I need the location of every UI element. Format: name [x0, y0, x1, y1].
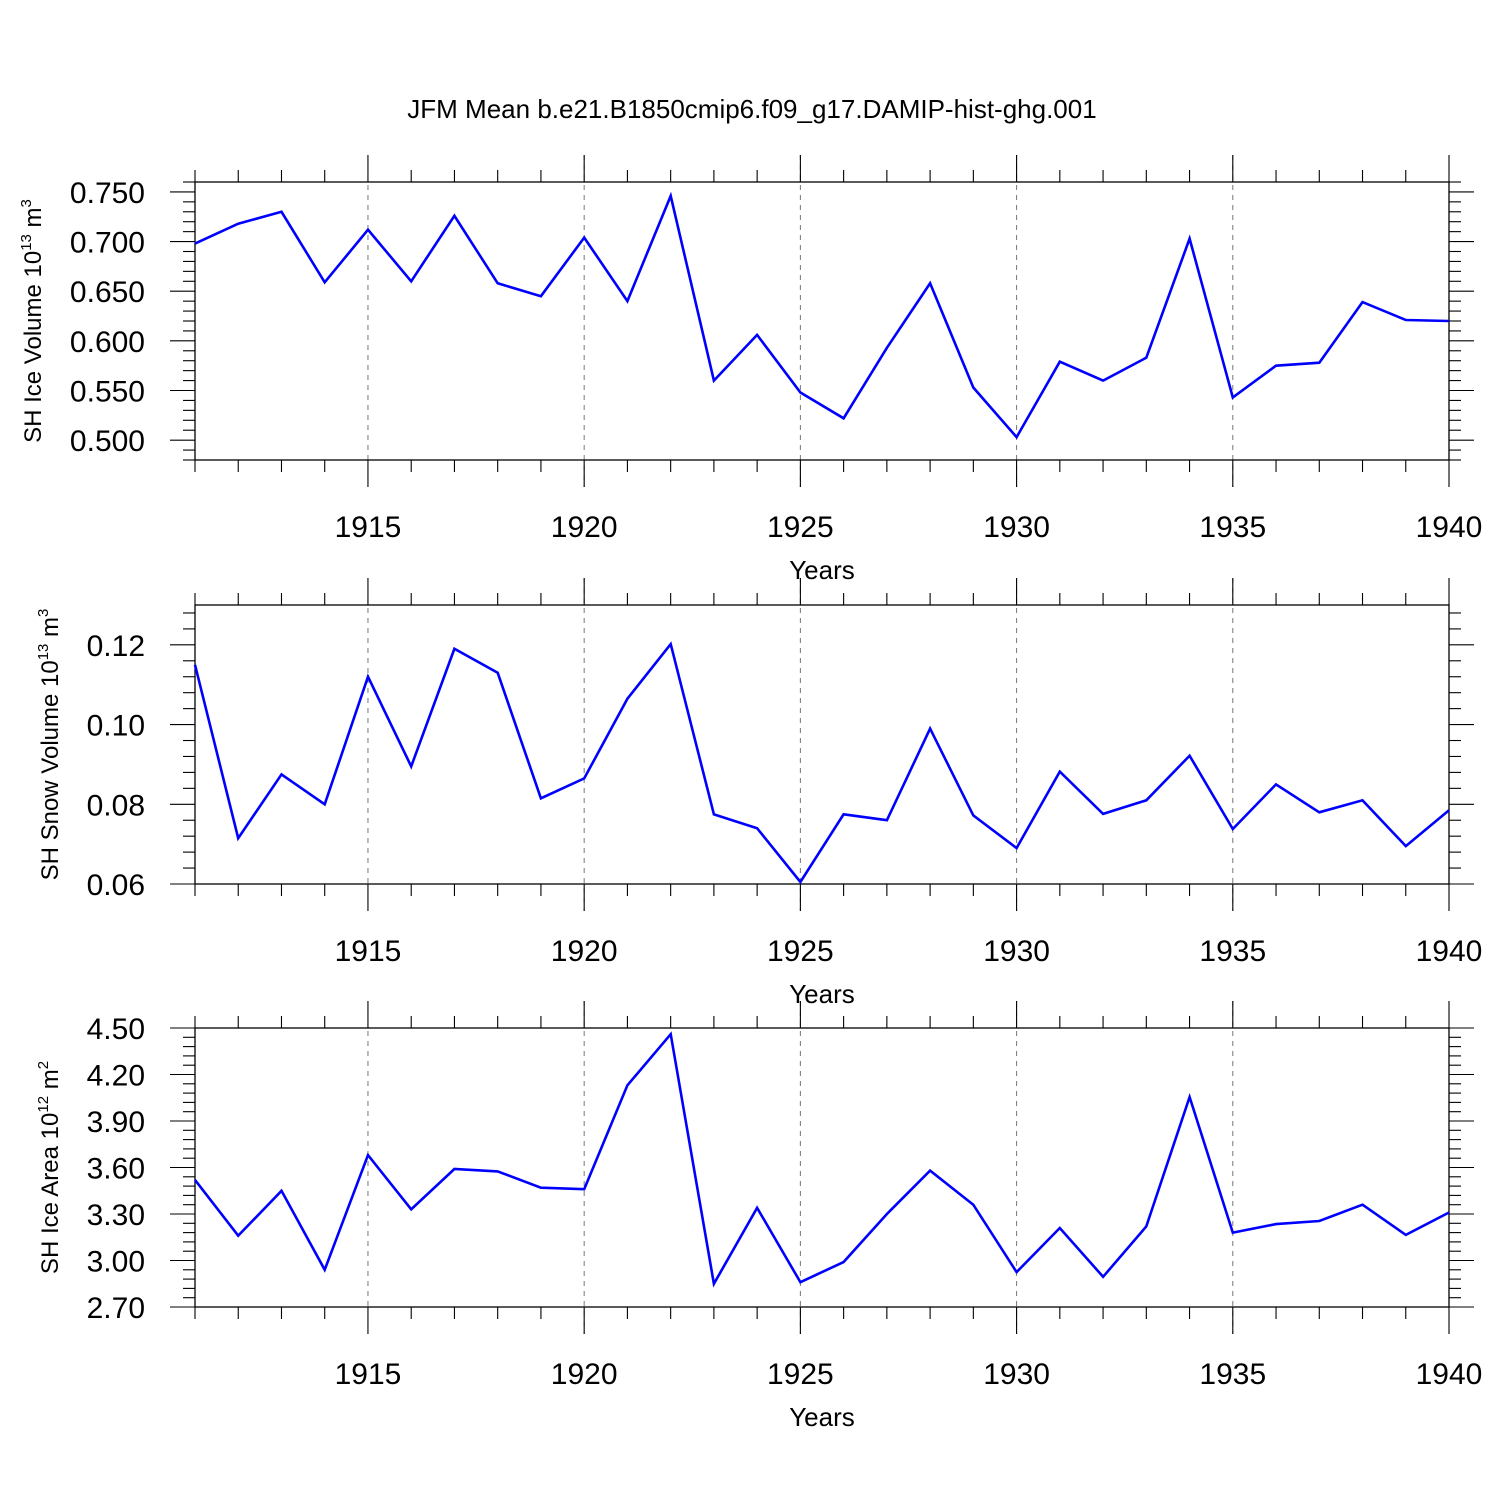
ice-volume-ytick-label: 0.500: [70, 425, 145, 458]
ice-area-y-axis-label: SH Ice Area 1012 m2: [35, 1061, 64, 1274]
ice-area-ytick-label: 2.70: [87, 1292, 145, 1325]
ice-volume-ytick-label: 0.650: [70, 276, 145, 309]
snow-volume-y-axis-label: SH Snow Volume 1013 m3: [35, 609, 64, 881]
ice-area-x-axis-label: Years: [789, 1402, 855, 1432]
ice-volume-ytick-label: 0.550: [70, 376, 145, 409]
snow-volume-series-line: [193, 641, 1450, 885]
ice-volume-xtick-label: 1915: [335, 511, 402, 544]
ice-volume-xtick-label: 1930: [983, 511, 1050, 544]
ice-volume-series-line: [194, 191, 1450, 440]
ice-area-xtick-label: 1920: [551, 1358, 618, 1391]
snow-volume-xtick-label: 1925: [767, 935, 834, 968]
ice-area-ytick-label: 3.90: [87, 1106, 145, 1139]
ice-area-xtick-label: 1915: [335, 1358, 402, 1391]
ice-volume-xtick-label: 1925: [767, 511, 834, 544]
snow-volume-ytick-label: 0.06: [87, 869, 145, 902]
ice-area-xtick-label: 1940: [1416, 1358, 1483, 1391]
ice-area-ytick-label: 3.00: [87, 1246, 145, 1279]
ice-area-plot-frame: [194, 1027, 1450, 1308]
ice-volume-ytick-label: 0.600: [70, 326, 145, 359]
ice-volume-ytick-label: 0.750: [70, 177, 145, 210]
panel-ice-area: 2.70 3.00 3.30 3.60 3.90 4.20 4.50 1915 1920 1925…: [35, 1001, 1482, 1432]
snow-volume-ytick-label: 0.12: [87, 630, 145, 663]
snow-volume-ytick-label: 0.10: [87, 710, 145, 743]
snow-volume-xtick-label: 1930: [983, 935, 1050, 968]
snow-volume-ytick-label: 0.08: [87, 789, 145, 822]
snow-volume-xtick-label: 1935: [1199, 935, 1266, 968]
ice-area-xtick-label: 1925: [767, 1358, 834, 1391]
ice-volume-xtick-label: 1940: [1416, 511, 1483, 544]
panel-ice-volume: 0.500 0.550 0.600 0.650 0.700 0.750 1915 1920 19…: [18, 155, 1482, 585]
ice-volume-ytick-label: 0.700: [70, 227, 145, 260]
ice-volume-x-axis-label: Years: [789, 555, 855, 585]
ice-volume-plot-frame: [194, 181, 1450, 461]
ice-area-ytick-label: 3.30: [87, 1199, 145, 1232]
ice-volume-xtick-label: 1920: [551, 511, 618, 544]
snow-volume-xtick-label: 1940: [1416, 935, 1483, 968]
ice-area-ytick-label: 4.20: [87, 1060, 145, 1093]
ice-volume-y-axis-label: SH Ice Volume 1013 m3: [18, 199, 47, 443]
ice-area-xtick-label: 1930: [983, 1358, 1050, 1391]
figure-title: JFM Mean b.e21.B1850cmip6.f09_g17.DAMIP-…: [407, 94, 1096, 124]
panel-snow-volume: 0.06 0.08 0.10 0.12 1915 1920 1925 1930 1935 1940…: [35, 578, 1482, 1009]
snow-volume-xtick-label: 1915: [335, 935, 402, 968]
snow-volume-xtick-label: 1920: [551, 935, 618, 968]
snow-volume-plot-frame: [194, 604, 1450, 885]
ice-area-ytick-label: 3.60: [87, 1153, 145, 1186]
ice-area-ytick-label: 4.50: [87, 1013, 145, 1046]
ice-volume-xtick-label: 1935: [1199, 511, 1266, 544]
ice-area-xtick-label: 1935: [1199, 1358, 1266, 1391]
snow-volume-x-axis-label: Years: [789, 979, 855, 1009]
ice-area-series-line: [193, 1031, 1450, 1288]
